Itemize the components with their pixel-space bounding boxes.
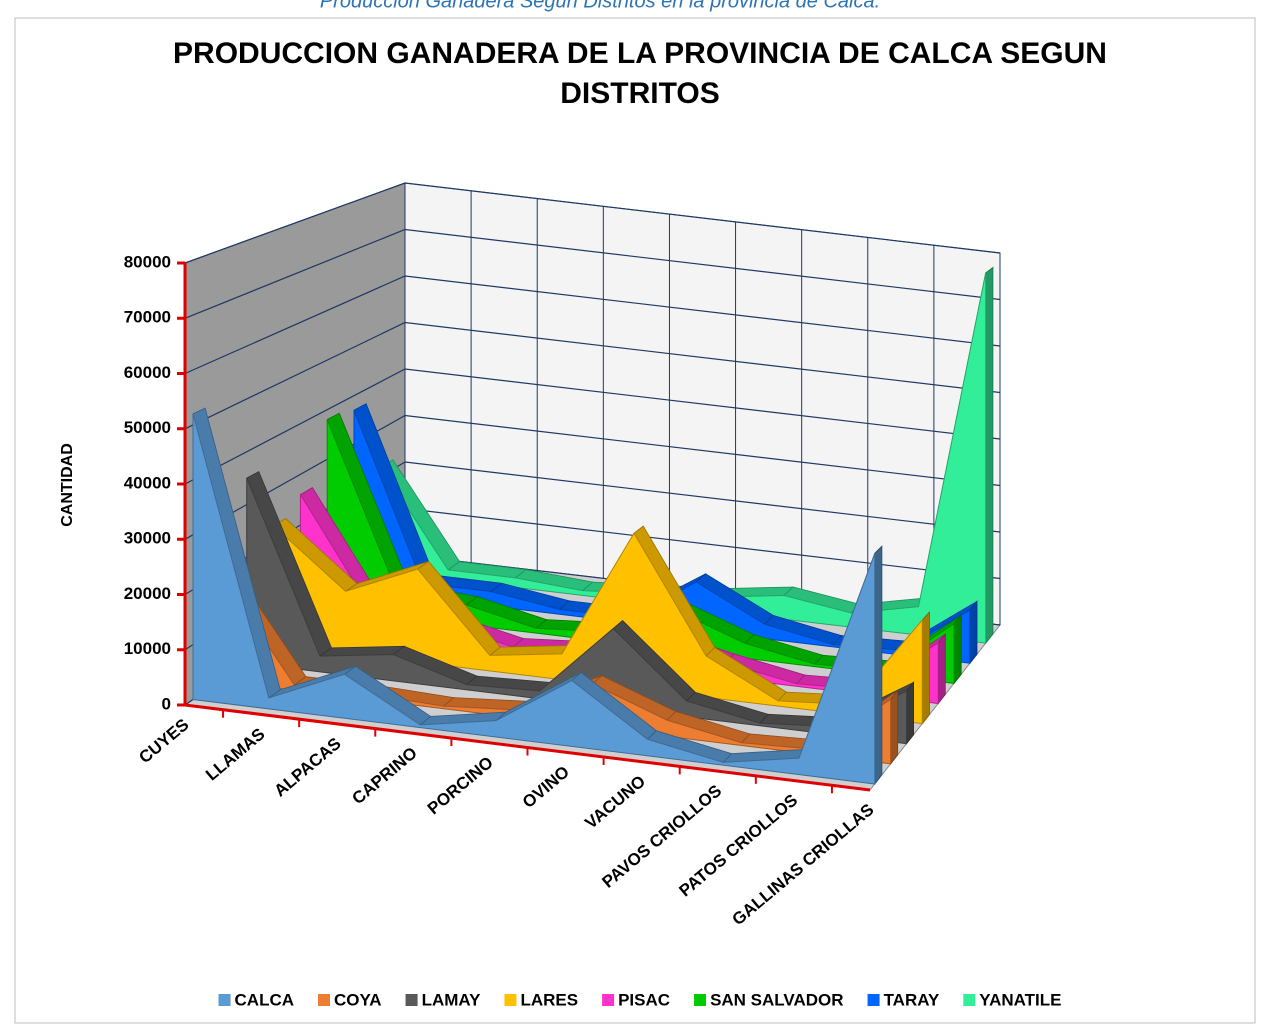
y-tick-label: 0 [162, 694, 171, 713]
legend-label: PISAC [618, 990, 670, 1009]
legend-label: SAN SALVADOR [710, 990, 844, 1009]
y-tick-label: 20000 [124, 584, 171, 603]
y-tick-label: 30000 [124, 529, 171, 548]
legend-label: LARES [520, 990, 578, 1009]
grid-line [184, 228, 1001, 319]
grid-line [184, 182, 1001, 264]
legend-swatch [405, 994, 418, 1006]
legend-swatch [504, 994, 517, 1006]
y-tick-label: 50000 [124, 418, 171, 437]
y-tick-label: 70000 [124, 308, 171, 327]
legend-label: YANATILE [979, 990, 1061, 1009]
legend-swatch [218, 994, 231, 1006]
legend-swatch [867, 994, 880, 1006]
chart-title: PRODUCCION GANADERA DE LA PROVINCIA DE C… [173, 37, 1107, 110]
area [246, 477, 907, 745]
legend-label: CALCA [235, 990, 295, 1009]
area-side [953, 614, 962, 685]
legend-label: COYA [334, 990, 382, 1009]
series [192, 407, 883, 786]
legend-label: LAMAY [422, 990, 482, 1009]
area-side [890, 689, 899, 765]
legend-swatch [963, 994, 976, 1006]
y-tick-label: 80000 [124, 252, 171, 271]
y-axis-label: CANTIDAD [59, 443, 76, 527]
area-side [937, 633, 946, 705]
area [192, 413, 876, 785]
area-side [969, 600, 978, 665]
y-tick-label: 60000 [124, 363, 171, 382]
series [380, 266, 994, 645]
grid-line [184, 275, 1001, 375]
area [273, 524, 923, 725]
legend-label: TARAY [884, 990, 940, 1009]
legend-swatch [318, 994, 331, 1006]
series [272, 518, 930, 725]
y-tick-label: 10000 [124, 639, 171, 658]
area-side [985, 266, 994, 645]
legend-swatch [694, 994, 707, 1006]
grid-line [184, 321, 1001, 430]
area-side [921, 610, 930, 725]
y-tick-label: 40000 [124, 473, 171, 492]
legend-swatch [602, 994, 615, 1006]
caption: Producción Ganadera Según Distritos en l… [320, 0, 880, 12]
area-side [906, 681, 914, 745]
area-side [874, 545, 883, 786]
series [246, 471, 914, 745]
legend: CALCA COYA LAMAY LARES PISAC SAN SALVADOR TARA… [218, 990, 1061, 1009]
grid-line [184, 368, 1001, 485]
